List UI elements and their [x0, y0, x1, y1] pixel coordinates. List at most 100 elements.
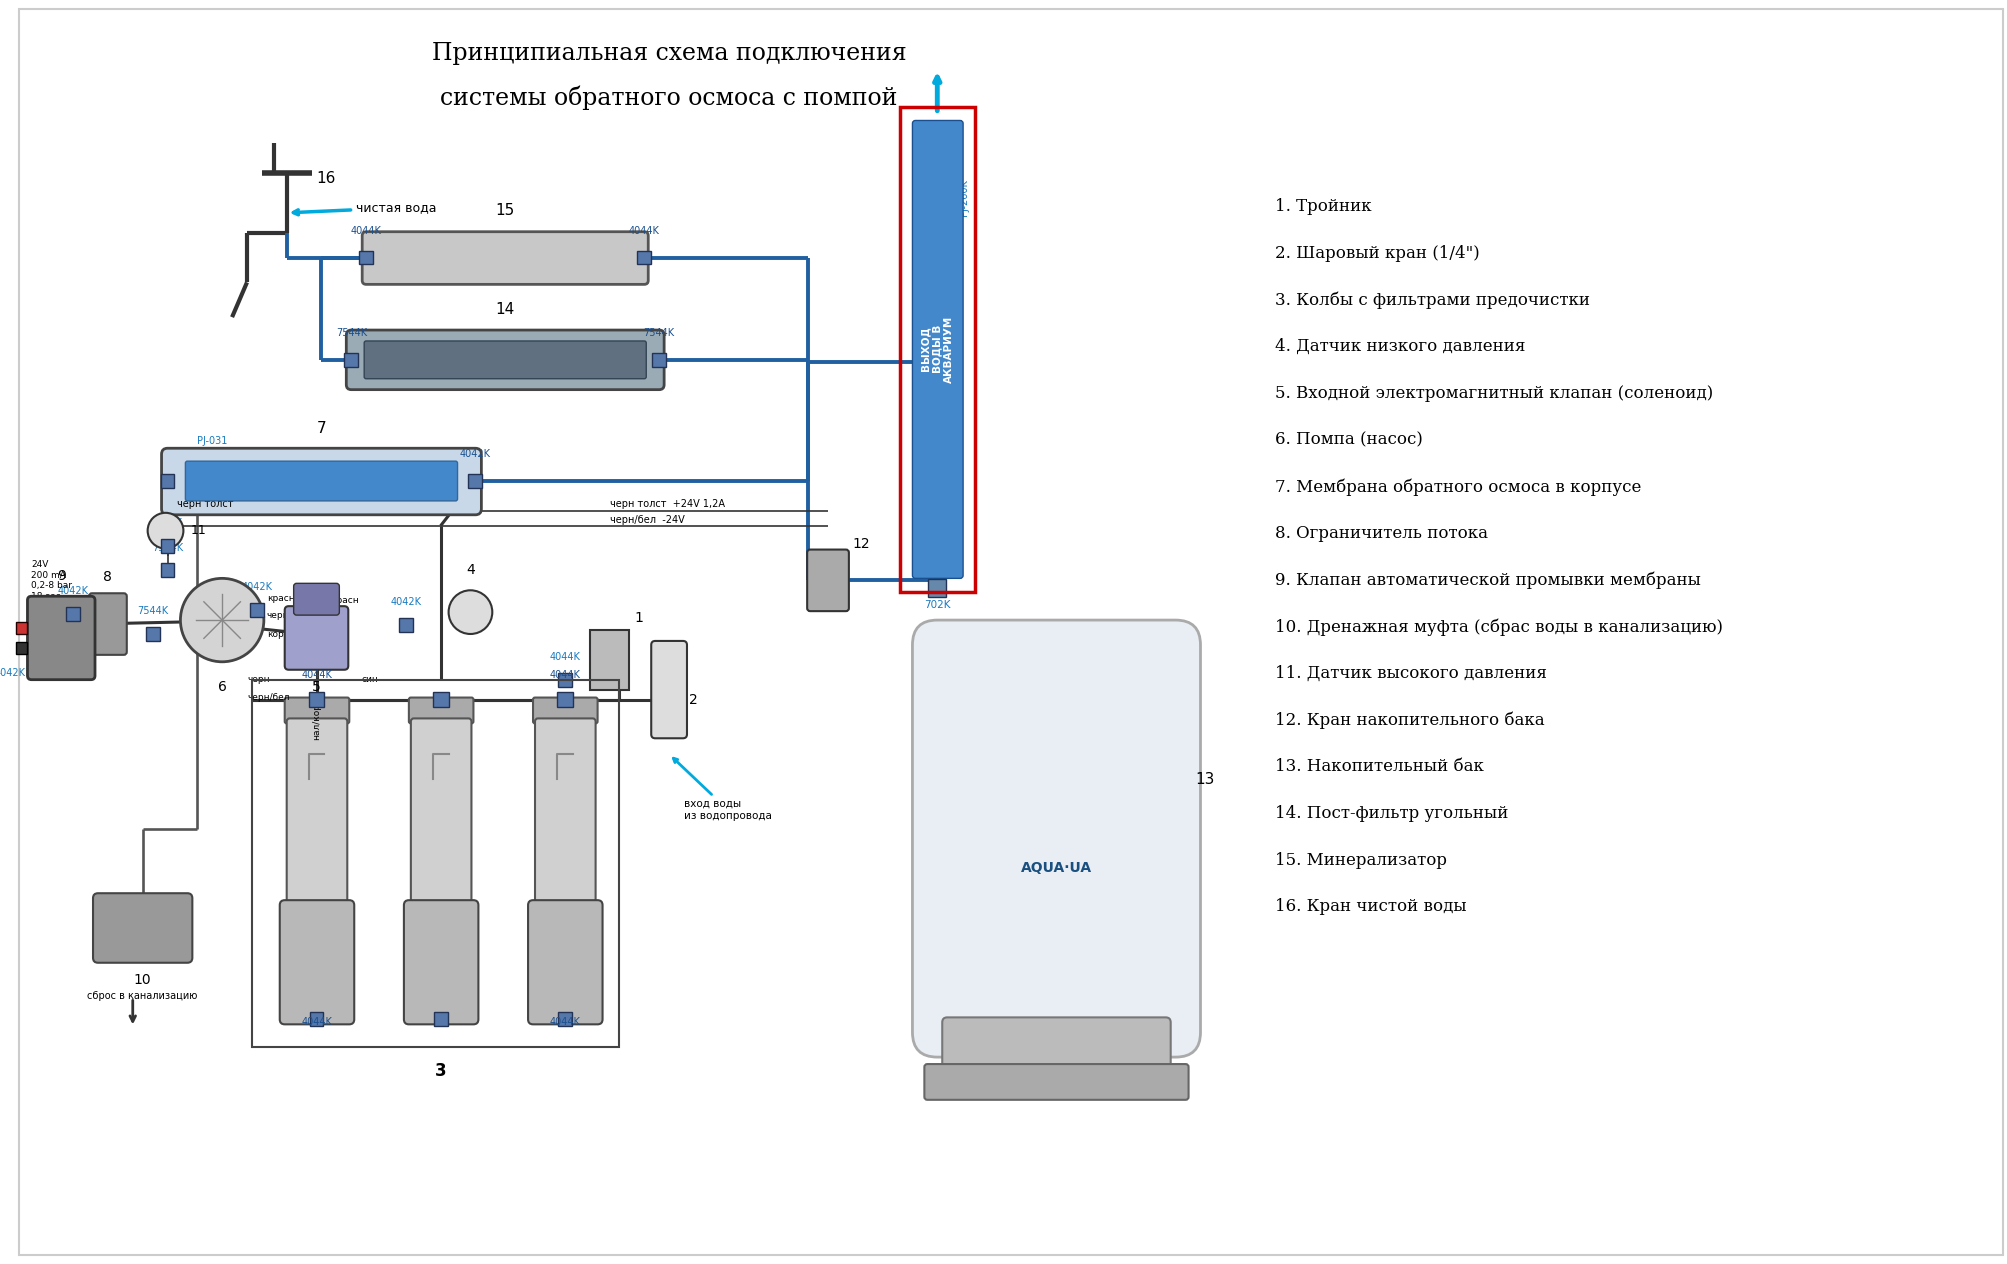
FancyBboxPatch shape [28, 597, 94, 680]
Text: 3. Колбы с фильтрами предочистки: 3. Колбы с фильтрами предочистки [1274, 291, 1590, 308]
Text: 4044K: 4044K [550, 1018, 580, 1028]
Text: 7: 7 [317, 421, 325, 436]
Bar [66, 607, 80, 621]
Text: син: син [301, 655, 319, 665]
Text: 24V
200 mA
0,2-8 bar
18 sec: 24V 200 mA 0,2-8 bar 18 sec [32, 560, 72, 600]
FancyBboxPatch shape [403, 900, 478, 1024]
Bar [309, 691, 325, 708]
Text: 1. Тройник: 1. Тройник [1274, 198, 1371, 215]
Text: черн: черн [267, 611, 289, 619]
Bar [251, 680, 618, 1047]
Text: 15: 15 [496, 202, 514, 217]
Text: 702K: 702K [923, 600, 949, 611]
FancyBboxPatch shape [185, 461, 458, 501]
Text: черн: черн [247, 675, 269, 684]
Text: 11. Датчик высокого давления: 11. Датчик высокого давления [1274, 665, 1545, 681]
Bar [309, 1012, 323, 1026]
FancyBboxPatch shape [941, 1018, 1170, 1077]
Bar [399, 618, 413, 632]
Text: 4042K: 4042K [0, 667, 24, 678]
FancyBboxPatch shape [285, 698, 349, 723]
FancyBboxPatch shape [411, 718, 472, 908]
Bar [468, 474, 482, 488]
Text: 10: 10 [134, 973, 151, 987]
Text: 4042K: 4042K [58, 586, 88, 597]
FancyBboxPatch shape [807, 550, 849, 611]
Text: системы обратного осмоса с помпой: системы обратного осмоса с помпой [440, 86, 897, 110]
Text: 4: 4 [466, 564, 474, 578]
Text: 6. Помпа (насос): 6. Помпа (насос) [1274, 431, 1423, 449]
Text: красн: красн [267, 594, 295, 603]
FancyBboxPatch shape [293, 583, 339, 616]
Text: 4042K: 4042K [460, 449, 490, 459]
Bar [161, 474, 175, 488]
Text: 7. Мембрана обратного осмоса в корпусе: 7. Мембрана обратного осмоса в корпусе [1274, 478, 1640, 495]
Text: коричн/бел: коричн/бел [267, 631, 321, 640]
Bar [16, 642, 28, 653]
Text: 4044K: 4044K [550, 670, 580, 680]
Text: 13: 13 [1194, 771, 1214, 786]
Text: черн/бел  -24V: черн/бел -24V [610, 514, 684, 525]
Text: PJ-260K: PJ-260K [959, 179, 969, 216]
Text: син: син [361, 675, 377, 684]
Text: 1: 1 [634, 611, 642, 624]
Text: 7544K: 7544K [153, 542, 183, 552]
Text: 4. Датчик низкого давления: 4. Датчик низкого давления [1274, 337, 1525, 355]
Text: черн толст: черн толст [177, 499, 235, 509]
FancyBboxPatch shape [279, 900, 353, 1024]
Bar [147, 627, 159, 641]
Text: Принципиальная схема подключения: Принципиальная схема подключения [432, 42, 905, 64]
Bar [556, 691, 572, 708]
Text: 5. Входной электромагнитный клапан (соленоид): 5. Входной электромагнитный клапан (соле… [1274, 384, 1712, 402]
Text: черн толст  +24V 1,2А: черн толст +24V 1,2А [610, 499, 725, 509]
Text: 2: 2 [688, 693, 696, 707]
Text: черн: черн [96, 638, 118, 647]
Circle shape [149, 513, 183, 549]
Text: 4042K: 4042K [241, 583, 273, 593]
Bar [16, 622, 28, 635]
Text: 12: 12 [853, 536, 871, 551]
Text: 16. Кран чистой воды: 16. Кран чистой воды [1274, 899, 1465, 915]
FancyBboxPatch shape [92, 894, 193, 963]
Bar [558, 1012, 572, 1026]
Circle shape [448, 590, 492, 635]
FancyBboxPatch shape [287, 718, 347, 908]
Text: 7544K: 7544K [335, 327, 367, 337]
Text: 9. Клапан автоматической промывки мембраны: 9. Клапан автоматической промывки мембра… [1274, 571, 1700, 589]
Text: 4042K: 4042K [389, 597, 421, 607]
Text: 5: 5 [311, 680, 321, 694]
Text: нал/корот: нал/корот [311, 693, 321, 741]
Text: 8: 8 [104, 570, 112, 584]
Text: AQUA·UA: AQUA·UA [1020, 861, 1092, 876]
Text: вход воды
из водопровода: вход воды из водопровода [672, 758, 771, 820]
Text: 13. Накопительный бак: 13. Накопительный бак [1274, 758, 1483, 775]
Text: красн: красн [331, 595, 359, 604]
FancyBboxPatch shape [345, 330, 664, 389]
Text: 4042K: 4042K [153, 518, 183, 527]
Text: 4044K: 4044K [301, 670, 331, 680]
FancyBboxPatch shape [590, 629, 628, 690]
Text: чистая вода: чистая вода [293, 201, 436, 215]
Text: 7544K: 7544K [136, 607, 169, 616]
Bar [432, 691, 448, 708]
Text: 14. Пост-фильтр угольный: 14. Пост-фильтр угольный [1274, 805, 1507, 822]
FancyBboxPatch shape [161, 449, 482, 514]
Bar [161, 538, 175, 552]
Bar [927, 579, 945, 597]
Text: 4044K: 4044K [351, 226, 381, 235]
Bar [161, 564, 175, 578]
Text: 10. Дренажная муфта (сбрас воды в канализацию): 10. Дренажная муфта (сбрас воды в канали… [1274, 618, 1722, 636]
Bar [343, 353, 357, 367]
Text: 12. Кран накопительного бака: 12. Кран накопительного бака [1274, 712, 1543, 729]
Text: 3: 3 [436, 1062, 446, 1079]
Circle shape [181, 579, 263, 662]
Text: красн: красн [96, 613, 124, 623]
Text: 4044K: 4044K [628, 226, 660, 235]
FancyBboxPatch shape [88, 593, 126, 655]
FancyBboxPatch shape [361, 231, 648, 284]
FancyBboxPatch shape [409, 698, 474, 723]
Bar [558, 672, 572, 686]
Text: 6: 6 [217, 680, 227, 694]
Bar [434, 1012, 448, 1026]
Text: черн/бел: черн/бел [247, 693, 289, 702]
